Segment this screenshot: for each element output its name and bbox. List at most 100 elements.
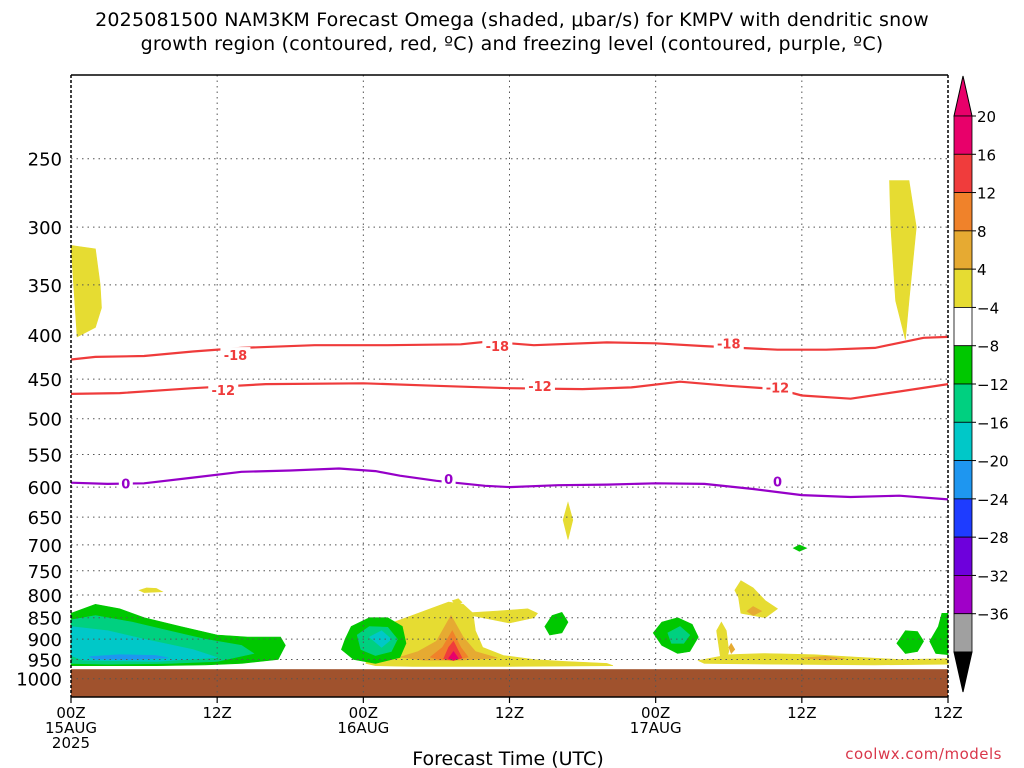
contour-label-1-1: -12 — [528, 380, 552, 395]
omega-region-12 — [746, 606, 763, 616]
x-tick-label-0-1: 15AUG — [45, 719, 97, 737]
contour-label-bg-1-2 — [762, 379, 793, 395]
y-tick-label-850: 850 — [28, 609, 62, 630]
omega-region-11 — [801, 655, 845, 661]
colorbar-segment-7 — [953, 383, 973, 423]
y-tick-label-350: 350 — [28, 276, 62, 297]
colorbar-label-2: 12 — [977, 185, 996, 203]
x-tick-label-0-0: 00Z — [56, 704, 85, 722]
contour-label-0-1: -18 — [486, 340, 510, 355]
omega-region-22 — [896, 630, 924, 654]
contour-label-1-2: -12 — [766, 381, 790, 396]
y-tick-label-250: 250 — [28, 150, 62, 171]
colorbar-segment-8 — [953, 421, 973, 461]
x-tick-label-72-0: 12Z — [933, 704, 962, 722]
contour-label-bg-0-0 — [220, 347, 251, 363]
colorbar-label-0: 20 — [977, 108, 996, 126]
x-tick-label-48-0: 00Z — [641, 704, 670, 722]
ground-rect — [71, 669, 948, 697]
colorbar-label-11: −28 — [977, 529, 1009, 547]
colorbar-segment-1 — [953, 153, 973, 193]
colorbar-label-13: −36 — [977, 606, 1009, 624]
colorbar-label-9: −20 — [977, 453, 1009, 471]
contour-label-bg-1-1 — [524, 377, 555, 393]
y-tick-label-500: 500 — [28, 410, 62, 431]
x-tick-label-0-2: 2025 — [52, 734, 90, 752]
x-tick-label-24-1: 16AUG — [337, 719, 389, 737]
x-tick-label-12-0: 12Z — [202, 704, 231, 722]
colorbar-segment-10 — [953, 498, 973, 538]
omega-region-29 — [89, 654, 169, 660]
colorbar-segment-3 — [953, 230, 973, 270]
grid-lines — [71, 75, 948, 697]
chart-title-line-1: 2025081500 NAM3KM Forecast Omega (shaded… — [95, 9, 929, 31]
colorbar-segment-4 — [953, 268, 973, 308]
x-tick-label-60-0: 12Z — [787, 704, 816, 722]
omega-region-21 — [792, 544, 808, 552]
omega-region-13 — [728, 642, 736, 655]
omega-region-1 — [889, 180, 917, 340]
colorbar-segment-2 — [953, 192, 973, 232]
colorbar-label-7: −12 — [977, 376, 1009, 394]
contour-label-bg-2-1 — [441, 470, 456, 486]
chart-title-line-2: growth region (contoured, red, ºC) and f… — [140, 33, 884, 55]
contour-label-2-2: 0 — [773, 475, 782, 490]
credit-text: coolwx.com/models — [845, 745, 1002, 763]
y-axis-ticks: 2503003504004505005506006507007508008509… — [16, 150, 62, 691]
contour-label-bg-0-1 — [482, 338, 513, 354]
colorbar-label-3: 8 — [977, 223, 987, 241]
colorbar-label-6: −8 — [977, 338, 999, 356]
colorbar-label-1: 16 — [977, 146, 996, 164]
colorbar-segment-13 — [953, 613, 973, 653]
contour-label-2-0: 0 — [121, 477, 130, 492]
contour-label-0-0: -18 — [224, 349, 248, 364]
y-tick-label-600: 600 — [28, 478, 62, 499]
omega-region-26 — [667, 626, 691, 644]
omega-region-6 — [716, 621, 730, 665]
omega-region-19 — [544, 612, 569, 636]
y-tick-label-300: 300 — [28, 218, 62, 239]
colorbar-legend: 20 16 12 8 4 −4 −8 −12 −16 −20 −24 −28 −32 −36 — [953, 75, 1009, 693]
colorbar-label-12: −32 — [977, 567, 1009, 585]
contour-label-0-2: -18 — [717, 337, 741, 352]
colorbar-segment-6 — [953, 345, 973, 385]
contour-label-bg-0-2 — [713, 335, 744, 351]
omega-region-15 — [443, 640, 463, 661]
colorbar-label-5: −4 — [977, 299, 999, 317]
colorbar-segment-9 — [953, 460, 973, 500]
y-tick-label-950: 950 — [28, 650, 62, 671]
omega-region-23 — [929, 612, 949, 656]
y-tick-label-1000: 1000 — [16, 670, 62, 691]
y-tick-label-550: 550 — [28, 445, 62, 466]
x-axis-label: Forecast Time (UTC) — [412, 748, 603, 768]
x-tick-label-24-0: 00Z — [349, 704, 378, 722]
temperature-contours: -18 -18 -18 -12 -12 -12 0 0 0 — [70, 335, 949, 501]
colorbar-bottom-triangle — [953, 651, 973, 693]
x-tick-label-48-1: 17AUG — [630, 719, 682, 737]
colorbar-label-4: 4 — [977, 261, 987, 279]
contour-label-bg-1-0 — [208, 381, 239, 397]
colorbar-segment-12 — [953, 575, 973, 615]
y-tick-label-450: 450 — [28, 370, 62, 391]
y-tick-label-750: 750 — [28, 562, 62, 583]
colorbar-label-10: −24 — [977, 491, 1009, 509]
omega-region-7 — [460, 608, 538, 624]
y-tick-label-400: 400 — [28, 326, 62, 347]
x-tick-label-36-0: 12Z — [495, 704, 524, 722]
omega-region-5 — [734, 580, 779, 619]
contour-label-bg-2-0 — [118, 475, 133, 491]
contour-label-bg-2-2 — [770, 473, 785, 489]
omega-shading — [70, 180, 949, 667]
colorbar-segment-11 — [953, 536, 973, 576]
omega-region-27 — [70, 626, 218, 662]
omega-region-0 — [70, 245, 102, 338]
y-tick-label-650: 650 — [28, 508, 62, 529]
contour-line-2 — [70, 467, 949, 501]
contour-label-1-0: -12 — [212, 384, 236, 399]
colorbar-segment-0 — [953, 115, 973, 155]
contour-label-2-1: 0 — [444, 473, 453, 488]
omega-region-3 — [562, 501, 574, 540]
y-tick-label-800: 800 — [28, 586, 62, 607]
